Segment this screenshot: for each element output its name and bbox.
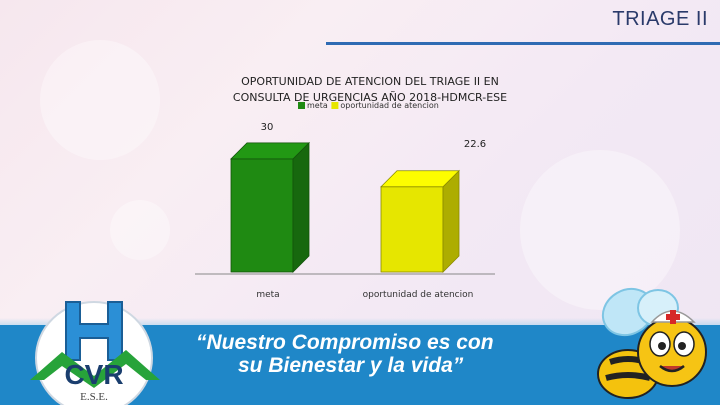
bee-pupil <box>678 342 686 350</box>
bee-mascot <box>597 287 707 399</box>
chart-title-line1: OPORTUNIDAD DE ATENCION DEL TRIAGE II EN <box>241 75 499 88</box>
background-bubble <box>110 200 170 260</box>
footer-highlight <box>0 318 720 328</box>
bar-top <box>230 142 310 160</box>
bar-front <box>230 158 294 273</box>
bee-mouth <box>659 365 685 373</box>
data-label: 30 <box>261 122 274 133</box>
legend-label: oportunidad de atencion <box>340 101 438 110</box>
title-underline <box>326 42 720 45</box>
chart-title: OPORTUNIDAD DE ATENCION DEL TRIAGE II EN… <box>200 74 540 106</box>
bar-side <box>442 169 460 273</box>
category-label: oportunidad de atencion <box>363 290 474 300</box>
slogan-line2: su Bienestar y la vida” <box>238 354 464 377</box>
legend-swatch <box>331 102 339 109</box>
cross-icon <box>666 310 680 324</box>
data-label: 22.6 <box>464 139 486 150</box>
slogan: “Nuestro Compromiso es con su Bienestar … <box>196 331 556 377</box>
logo-roof-shape <box>30 350 160 388</box>
bar-front <box>380 186 444 273</box>
logo-subtext: E.S.E. <box>80 391 108 403</box>
chart-title-line2: CONSULTA DE URGENCIAS AÑO 2018-HDMCR-ESE <box>232 91 508 104</box>
slogan-line1: “Nuestro Compromiso es con <box>196 331 494 354</box>
category-label: meta <box>256 290 279 300</box>
hospital-logo: CVR E.S.E. <box>30 301 160 405</box>
legend-swatch <box>298 102 305 109</box>
bee-head <box>637 317 707 387</box>
background-bubble <box>520 150 680 310</box>
legend-label: meta <box>307 101 328 110</box>
bee-pupil <box>658 342 666 350</box>
slide-title: TRIAGE II <box>612 8 708 30</box>
bar-side <box>292 141 310 273</box>
background-bubble <box>40 40 160 160</box>
logo-text: CVR <box>64 359 123 390</box>
bar-top <box>380 170 460 188</box>
bar-chart: meta oportunidad de atencion 30 meta 22.6 opo… <box>195 101 495 300</box>
